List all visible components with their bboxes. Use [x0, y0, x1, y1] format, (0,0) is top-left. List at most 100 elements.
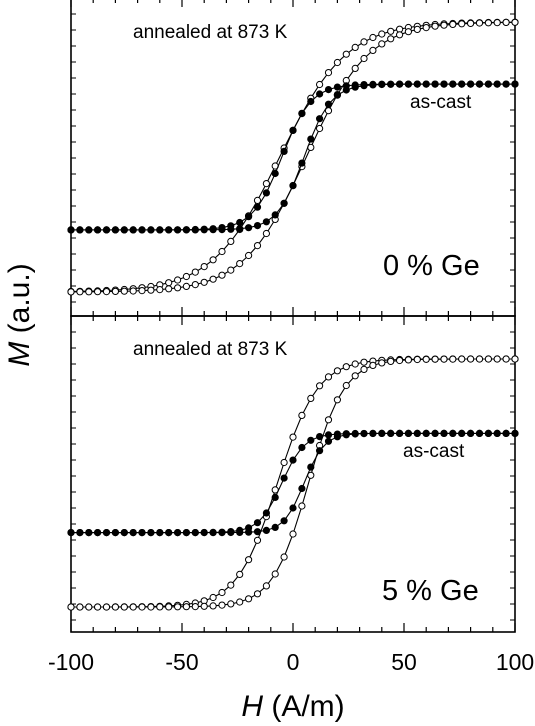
data-point-top-as-cast-descending-21: [253, 203, 262, 211]
data-point-bottom-annealed-ascending-45: [467, 355, 475, 363]
x-tick-labels: -100 -50 0 50 100: [48, 649, 534, 675]
data-point-top-annealed-ascending-47: [484, 19, 492, 27]
data-point-bottom-as-cast-ascending-42: [440, 429, 448, 437]
data-point-bottom-annealed-ascending-49: [502, 355, 510, 363]
data-point-top-as-cast-ascending-6: [120, 226, 128, 234]
data-point-bottom-as-cast-ascending-21: [253, 528, 262, 536]
data-point-top-as-cast-ascending-27: [307, 135, 315, 143]
data-point-top-as-cast-ascending-23: [271, 211, 279, 219]
data-point-top-annealed-ascending-42: [440, 21, 448, 29]
data-point-top-as-cast-ascending-20: [245, 224, 253, 232]
data-point-bottom-as-cast-ascending-13: [182, 529, 190, 537]
data-point-bottom-as-cast-ascending-1: [76, 529, 84, 537]
data-point-bottom-as-cast-ascending-5: [111, 529, 120, 537]
data-point-top-annealed-ascending-1: [76, 288, 84, 296]
data-point-bottom-annealed-ascending-41: [431, 355, 439, 363]
data-point-top-as-cast-ascending-12: [174, 226, 182, 234]
annotation-annealed-top: annealed at 873 K: [133, 22, 288, 43]
annotation-ascast-bottom: as-cast: [403, 441, 465, 462]
data-point-top-as-cast-descending-26: [298, 109, 306, 117]
data-point-top-annealed-ascending-10: [156, 286, 164, 294]
data-point-top-as-cast-ascending-28: [316, 115, 324, 123]
data-point-bottom-as-cast-ascending-49: [502, 429, 510, 437]
data-point-top-as-cast-ascending-1: [76, 226, 84, 234]
data-point-top-as-cast-descending-22: [262, 189, 270, 197]
data-point-bottom-annealed-descending-32: [351, 360, 359, 368]
data-point-top-annealed-ascending-4: [102, 288, 111, 296]
data-point-top-annealed-ascending-48: [493, 19, 501, 27]
data-point-top-as-cast-ascending-8: [138, 226, 146, 234]
data-point-bottom-as-cast-ascending-15: [200, 529, 208, 537]
data-point-bottom-annealed-ascending-7: [129, 603, 137, 611]
data-point-top-annealed-ascending-49: [502, 18, 510, 26]
data-point-top-annealed-ascending-13: [182, 282, 190, 290]
x-tick-label: 50: [391, 649, 417, 675]
data-point-top-annealed-ascending-38: [404, 28, 412, 36]
data-point-top-annealed-ascending-5: [111, 287, 120, 295]
data-point-bottom-as-cast-descending-21: [253, 519, 262, 527]
data-point-top-as-cast-ascending-24: [280, 199, 288, 207]
data-point-bottom-as-cast-ascending-0: [67, 529, 75, 537]
data-point-bottom-as-cast-ascending-35: [378, 429, 386, 437]
data-point-bottom-as-cast-ascending-39: [413, 429, 421, 437]
data-point-bottom-annealed-descending-31: [342, 363, 350, 371]
data-point-top-as-cast-ascending-49: [502, 80, 510, 88]
data-point-top-annealed-ascending-16: [209, 275, 217, 283]
data-point-top-as-cast-ascending-46: [475, 80, 484, 88]
data-point-bottom-annealed-descending-27: [307, 394, 315, 402]
data-point-bottom-annealed-ascending-19: [236, 598, 244, 606]
data-point-top-as-cast-ascending-50: [511, 80, 519, 88]
data-point-bottom-annealed-ascending-0: [67, 603, 75, 611]
data-point-top-annealed-ascending-50: [511, 18, 519, 26]
panel-label-top: 0 % Ge: [383, 250, 480, 282]
data-point-top-as-cast-ascending-38: [404, 80, 412, 88]
data-point-top-annealed-ascending-20: [245, 251, 253, 260]
data-point-bottom-annealed-descending-16: [209, 593, 217, 602]
data-point-bottom-annealed-ascending-31: [342, 381, 350, 390]
data-point-top-annealed-ascending-32: [351, 64, 359, 73]
data-point-top-as-cast-ascending-45: [467, 80, 475, 88]
data-point-top-annealed-ascending-45: [467, 19, 475, 27]
data-point-top-annealed-descending-36: [387, 27, 395, 35]
data-point-bottom-as-cast-ascending-31: [342, 431, 350, 439]
data-point-top-annealed-ascending-37: [396, 31, 404, 39]
data-point-top-annealed-ascending-17: [218, 271, 226, 279]
data-point-top-as-cast-ascending-48: [493, 80, 501, 88]
data-point-bottom-annealed-ascending-4: [102, 603, 111, 611]
data-point-top-annealed-descending-12: [174, 276, 182, 284]
data-point-top-as-cast-ascending-33: [360, 82, 368, 90]
panel-label-bottom: 5 % Ge: [382, 575, 479, 607]
data-point-top-annealed-ascending-14: [191, 281, 199, 289]
data-point-bottom-as-cast-ascending-38: [404, 429, 412, 437]
annotation-annealed-bottom: annealed at 873 K: [133, 339, 288, 360]
data-point-bottom-as-cast-descending-28: [316, 433, 324, 441]
data-point-bottom-annealed-ascending-17: [218, 601, 226, 609]
data-point-bottom-annealed-ascending-13: [182, 603, 190, 611]
data-point-top-annealed-ascending-3: [94, 288, 102, 296]
data-point-top-as-cast-ascending-17: [218, 226, 226, 234]
data-point-bottom-annealed-descending-33: [360, 358, 368, 366]
data-point-bottom-annealed-ascending-48: [493, 355, 501, 363]
data-point-bottom-as-cast-ascending-20: [245, 528, 253, 536]
data-point-bottom-as-cast-ascending-46: [475, 429, 484, 437]
data-point-top-annealed-descending-15: [200, 263, 208, 271]
data-point-top-as-cast-ascending-35: [378, 80, 386, 89]
y-axis-title: M (a.u.): [3, 263, 36, 366]
data-point-bottom-as-cast-ascending-7: [129, 529, 137, 537]
data-point-bottom-annealed-ascending-29: [324, 416, 333, 424]
data-point-bottom-annealed-ascending-15: [200, 602, 208, 610]
data-point-top-as-cast-descending-19: [236, 218, 244, 227]
data-point-bottom-as-cast-ascending-44: [458, 429, 466, 437]
data-point-top-as-cast-ascending-44: [458, 80, 466, 88]
data-point-top-as-cast-descending-30: [333, 83, 341, 91]
data-point-top-annealed-descending-21: [253, 196, 262, 204]
data-point-top-annealed-ascending-18: [227, 266, 235, 274]
data-point-bottom-as-cast-ascending-17: [218, 529, 226, 537]
data-point-bottom-annealed-ascending-21: [253, 590, 262, 598]
data-point-top-as-cast-ascending-39: [413, 80, 421, 88]
data-point-top-as-cast-ascending-7: [129, 226, 137, 234]
data-point-top-annealed-ascending-39: [413, 25, 421, 33]
data-point-top-as-cast-ascending-2: [85, 226, 93, 234]
data-point-top-annealed-ascending-19: [236, 260, 244, 268]
